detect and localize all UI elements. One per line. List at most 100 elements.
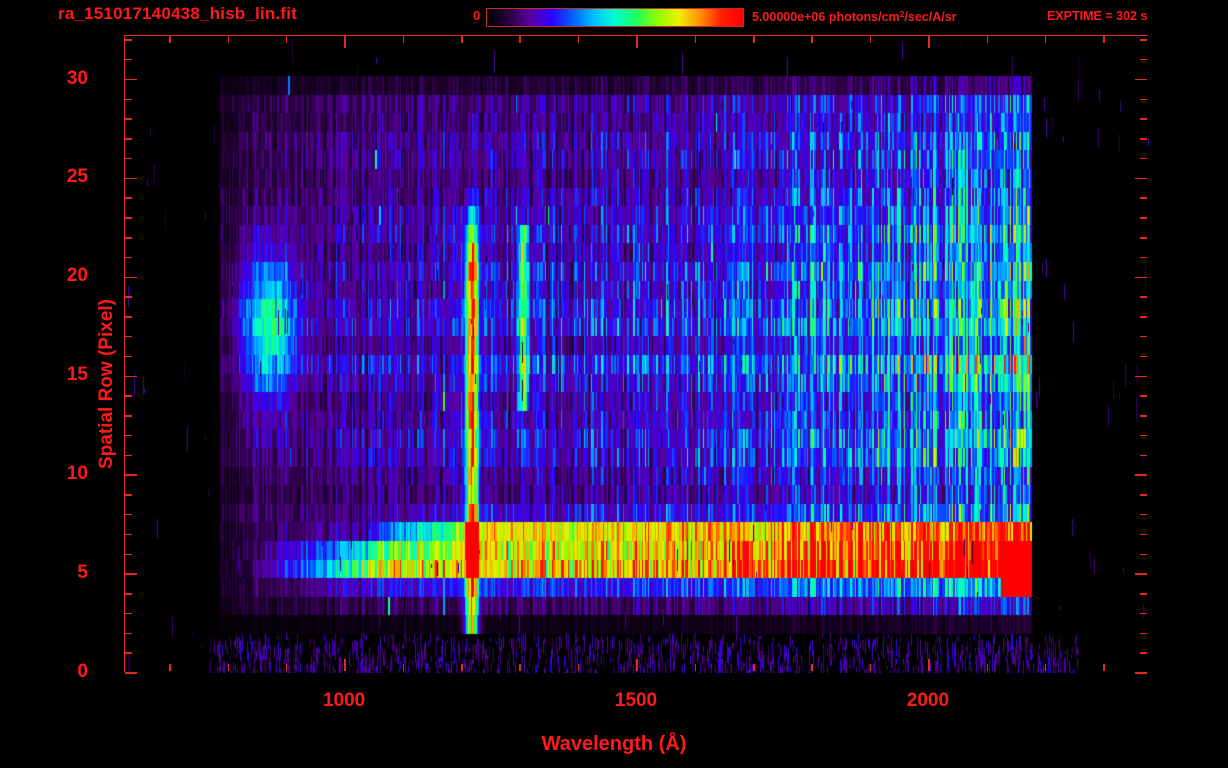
x-axis-minor-tick bbox=[869, 36, 872, 43]
y-axis-minor-tick bbox=[125, 434, 132, 437]
y-axis-minor-tick bbox=[125, 335, 132, 338]
y-axis-minor-tick bbox=[1140, 335, 1147, 338]
y-axis-tick-label: 5 bbox=[77, 562, 88, 584]
x-axis-minor-tick bbox=[402, 36, 405, 43]
y-axis-major-tick bbox=[125, 177, 137, 180]
y-axis-minor-tick bbox=[1140, 157, 1147, 160]
y-axis-minor-tick bbox=[125, 632, 132, 635]
x-axis-tick-label: 1000 bbox=[322, 690, 366, 711]
x-axis-tick-label: 2000 bbox=[906, 690, 950, 711]
x-axis-minor-tick bbox=[986, 664, 989, 671]
x-axis-major-tick bbox=[344, 36, 346, 48]
x-axis-minor-tick bbox=[577, 36, 580, 43]
y-axis-minor-tick bbox=[125, 553, 132, 556]
y-axis-tick-label: 10 bbox=[66, 463, 88, 485]
x-axis-minor-tick bbox=[227, 36, 230, 43]
y-axis-minor-tick bbox=[1140, 256, 1147, 259]
y-axis-tick-label: 0 bbox=[77, 661, 88, 682]
colorbar-units-tail: /sec/A/sr bbox=[904, 10, 957, 24]
spectrogram-heatmap-canvas bbox=[125, 36, 1149, 673]
x-axis-minor-tick bbox=[869, 664, 872, 671]
y-axis-minor-tick bbox=[125, 494, 132, 496]
y-axis-minor-tick bbox=[125, 197, 132, 199]
y-axis-minor-tick bbox=[1140, 652, 1147, 654]
y-axis-minor-tick bbox=[125, 593, 132, 595]
y-axis-minor-tick bbox=[125, 533, 132, 536]
y-axis-minor-tick bbox=[1140, 138, 1147, 140]
y-axis-minor-tick bbox=[1140, 632, 1147, 635]
y-axis-minor-tick bbox=[1140, 612, 1147, 615]
y-axis-tick-label: 25 bbox=[66, 166, 88, 188]
y-axis-major-tick bbox=[1135, 177, 1147, 180]
y-axis-minor-tick bbox=[1140, 237, 1147, 239]
y-axis-minor-tick bbox=[1140, 296, 1147, 298]
y-axis-minor-tick bbox=[125, 39, 132, 41]
x-axis-minor-tick bbox=[1044, 664, 1047, 671]
x-axis-minor-tick bbox=[461, 664, 463, 671]
y-axis-minor-tick bbox=[125, 612, 132, 615]
y-axis-minor-tick bbox=[125, 98, 132, 101]
y-axis-minor-tick bbox=[1140, 355, 1147, 358]
y-axis-major-tick bbox=[125, 672, 137, 674]
y-axis-minor-tick bbox=[1140, 217, 1147, 219]
y-axis-minor-tick bbox=[1140, 553, 1147, 556]
y-axis-minor-tick bbox=[1140, 454, 1147, 457]
colorbar-units-exponent: 2 bbox=[899, 9, 905, 19]
x-axis-minor-tick bbox=[577, 664, 580, 671]
x-axis-minor-tick bbox=[1103, 664, 1105, 671]
y-axis-minor-tick bbox=[125, 513, 132, 516]
x-axis-minor-tick bbox=[753, 36, 755, 43]
y-axis-minor-tick bbox=[125, 157, 132, 160]
y-axis-major-tick bbox=[1135, 78, 1147, 81]
x-axis-minor-tick bbox=[1103, 36, 1105, 43]
x-axis-major-tick bbox=[928, 36, 930, 48]
y-axis-tick-label: 15 bbox=[66, 364, 88, 386]
y-axis-major-tick bbox=[125, 78, 137, 81]
y-axis-tick-label: 30 bbox=[66, 67, 88, 89]
y-axis-minor-tick bbox=[1140, 494, 1147, 496]
y-axis-minor-tick bbox=[125, 316, 132, 318]
y-axis-major-tick bbox=[125, 474, 137, 476]
y-axis-major-tick bbox=[125, 276, 137, 279]
x-axis-minor-tick bbox=[753, 664, 755, 671]
y-axis-major-tick bbox=[1135, 474, 1147, 476]
y-axis-major-tick bbox=[1135, 672, 1147, 674]
y-axis-minor-tick bbox=[125, 118, 132, 120]
y-axis-minor-tick bbox=[125, 217, 132, 219]
x-axis-minor-tick bbox=[169, 36, 171, 43]
y-axis-minor-tick bbox=[125, 138, 132, 140]
y-axis-minor-tick bbox=[1140, 395, 1147, 397]
y-axis-minor-tick bbox=[125, 652, 132, 654]
plot-area bbox=[124, 35, 1149, 674]
x-axis-minor-tick bbox=[519, 36, 521, 43]
y-axis-minor-tick bbox=[125, 395, 132, 397]
y-axis-minor-tick bbox=[125, 454, 132, 457]
y-axis-minor-tick bbox=[1140, 39, 1147, 41]
y-axis-major-tick bbox=[1135, 573, 1147, 575]
y-axis-minor-tick bbox=[1140, 533, 1147, 536]
x-axis-tick-label: 1500 bbox=[614, 690, 658, 711]
y-axis-major-tick bbox=[125, 573, 137, 575]
x-axis-minor-tick bbox=[1044, 36, 1047, 43]
x-axis-major-tick bbox=[636, 36, 638, 48]
x-axis-minor-tick bbox=[519, 664, 521, 671]
x-axis-major-tick bbox=[636, 659, 638, 671]
x-axis-minor-tick bbox=[285, 36, 288, 43]
y-axis-minor-tick bbox=[125, 355, 132, 358]
colorbar-units-text: photons/cm bbox=[828, 10, 900, 24]
x-axis-minor-tick bbox=[169, 664, 171, 671]
y-axis-minor-tick bbox=[1140, 434, 1147, 437]
y-axis-minor-tick bbox=[125, 237, 132, 239]
x-axis-minor-tick bbox=[811, 664, 813, 671]
x-axis-title: Wavelength (Å) bbox=[541, 733, 687, 755]
x-axis-minor-tick bbox=[227, 664, 230, 671]
colorbar-min-label: 0 bbox=[473, 8, 481, 23]
x-axis-minor-tick bbox=[285, 664, 288, 671]
y-axis-minor-tick bbox=[1140, 118, 1147, 120]
colorbar bbox=[486, 8, 744, 27]
y-axis-minor-tick bbox=[125, 296, 132, 298]
exposure-time-label: EXPTIME = 302 s bbox=[1047, 9, 1148, 23]
y-axis-title: Spatial Row (Pixel) bbox=[95, 299, 117, 469]
colorbar-max-label: 5.00000e+06 photons/cm2/sec/A/sr bbox=[752, 9, 957, 24]
